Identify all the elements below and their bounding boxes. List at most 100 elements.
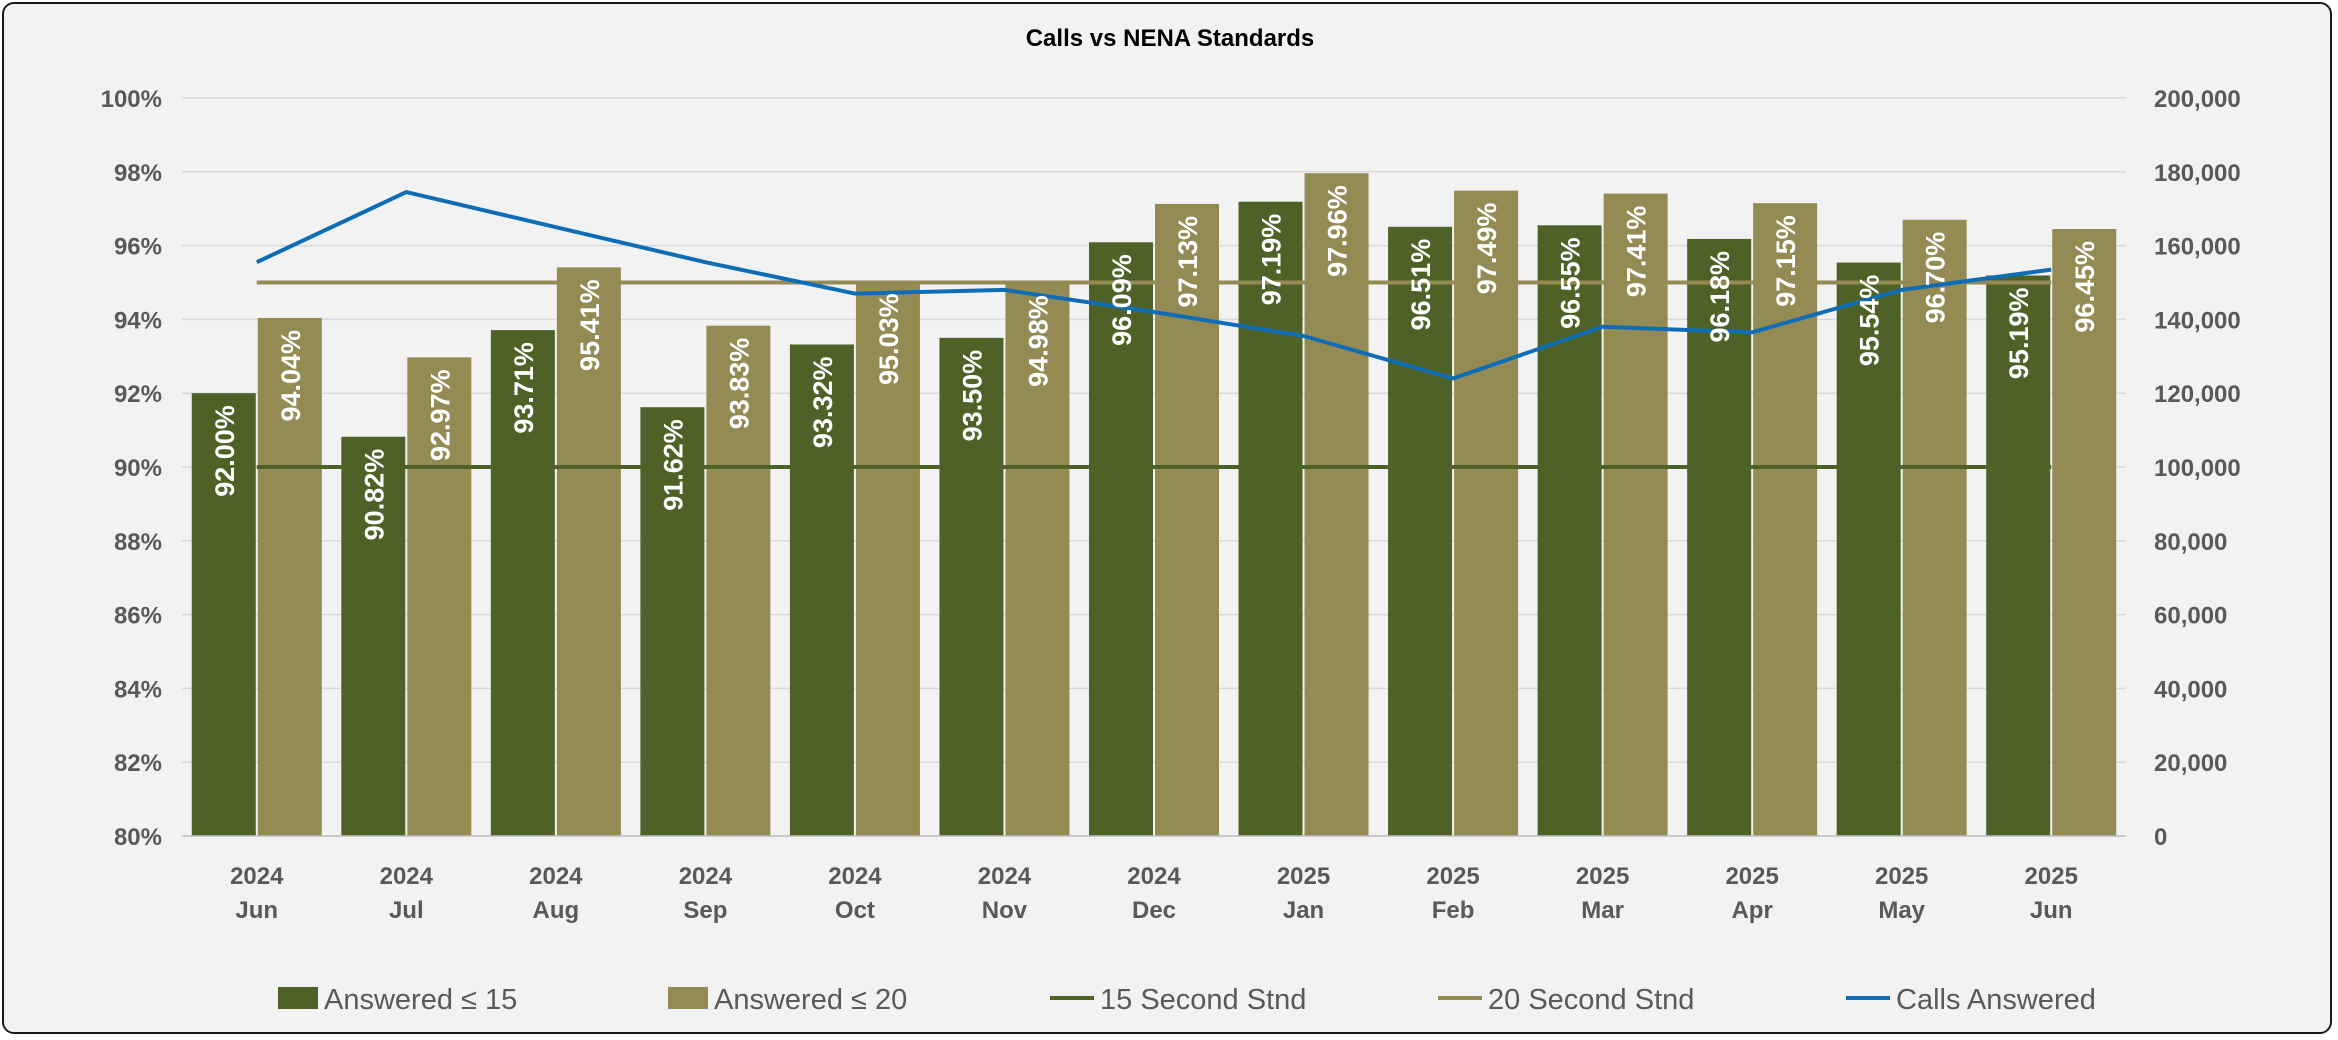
bar bbox=[1155, 203, 1219, 836]
y-left-tick-label: 82% bbox=[114, 750, 162, 777]
x-tick-label: 2025 bbox=[2025, 863, 2078, 890]
bar bbox=[556, 267, 621, 837]
data-label: 92.97% bbox=[425, 369, 455, 461]
y-left-tick-label: 98% bbox=[114, 160, 162, 187]
bars-layer bbox=[191, 173, 2117, 837]
data-label: 94.04% bbox=[276, 330, 306, 422]
data-label: 93.83% bbox=[724, 338, 754, 430]
x-tick-label: 2024 bbox=[828, 863, 882, 890]
bar bbox=[2052, 228, 2117, 836]
legend-label: 15 Second Stnd bbox=[1100, 984, 1306, 1016]
data-label: 97.49% bbox=[1472, 203, 1502, 295]
bar bbox=[1687, 238, 1752, 836]
labels-layer: 92.00% 90.82% 93.71% 91.62% 93.32% 93.50% 96.0… bbox=[210, 185, 2100, 540]
data-label: 95.54% bbox=[1855, 275, 1885, 367]
x-tick-label: May bbox=[1878, 897, 1925, 924]
y-right-tick-label: 60,000 bbox=[2154, 603, 2227, 630]
chart-title: Calls vs NENA Standards bbox=[1026, 25, 1315, 52]
y-left-tick-label: 100% bbox=[101, 86, 162, 113]
bar bbox=[1238, 201, 1303, 837]
bar bbox=[490, 330, 555, 836]
bar bbox=[640, 407, 705, 836]
data-label: 95.03% bbox=[874, 293, 904, 385]
bar bbox=[1753, 203, 1818, 837]
x-tick-label: Oct bbox=[835, 897, 875, 924]
y-left-tick-label: 88% bbox=[114, 529, 162, 556]
x-tick-label: Jan bbox=[1283, 897, 1324, 924]
y-right-tick-label: 0 bbox=[2154, 824, 2167, 851]
bar bbox=[407, 357, 472, 836]
data-label: 96.70% bbox=[1921, 232, 1951, 324]
y-left-tick-label: 86% bbox=[114, 603, 162, 630]
legend-swatch bbox=[668, 987, 708, 1009]
legend-label: 20 Second Stnd bbox=[1488, 984, 1694, 1016]
y-right-tick-label: 100,000 bbox=[2154, 455, 2241, 482]
x-tick-label: 2025 bbox=[1725, 863, 1778, 890]
y-right-tick-label: 140,000 bbox=[2154, 307, 2241, 334]
data-label: 93.32% bbox=[808, 356, 838, 448]
bar bbox=[341, 436, 406, 836]
bar bbox=[1603, 193, 1668, 837]
y-left-tick-label: 96% bbox=[114, 234, 162, 261]
bar bbox=[1454, 190, 1519, 836]
data-label: 90.82% bbox=[359, 449, 389, 541]
x-tick-label: Jul bbox=[389, 897, 424, 924]
x-tick-label: 2024 bbox=[529, 863, 583, 890]
x-tick-label: 2024 bbox=[679, 863, 733, 890]
x-tick-label: 2025 bbox=[1426, 863, 1479, 890]
data-label: 96.51% bbox=[1406, 239, 1436, 331]
y-right-tick-label: 20,000 bbox=[2154, 750, 2227, 777]
x-tick-label: 2025 bbox=[1875, 863, 1928, 890]
bar bbox=[789, 344, 854, 836]
y-right-tick-label: 40,000 bbox=[2154, 676, 2227, 703]
data-label: 95.19% bbox=[2004, 287, 2034, 379]
data-label: 94.98% bbox=[1023, 295, 1053, 387]
data-label: 93.71% bbox=[509, 342, 539, 434]
data-label: 93.50% bbox=[957, 350, 987, 442]
bar bbox=[855, 281, 920, 836]
bar bbox=[1005, 283, 1070, 836]
x-tick-label: Dec bbox=[1132, 897, 1176, 924]
legend-label: Answered ≤ 15 bbox=[324, 984, 517, 1016]
data-label: 96.45% bbox=[2070, 241, 2100, 333]
bar bbox=[939, 337, 1004, 836]
x-tick-label: Nov bbox=[982, 897, 1028, 924]
bar bbox=[706, 325, 771, 836]
y-right-tick-label: 200,000 bbox=[2154, 86, 2241, 113]
data-label: 91.62% bbox=[658, 419, 688, 511]
bar bbox=[1537, 225, 1602, 836]
x-tick-label: Jun bbox=[235, 897, 278, 924]
y-left-tick-label: 84% bbox=[114, 676, 162, 703]
bar bbox=[1089, 242, 1153, 837]
data-label: 97.13% bbox=[1173, 216, 1203, 308]
series-line bbox=[255, 190, 2052, 381]
lines-layer bbox=[255, 190, 2052, 469]
y-right-tick-label: 160,000 bbox=[2154, 234, 2241, 261]
data-label: 95.41% bbox=[575, 279, 605, 371]
data-label: 97.15% bbox=[1771, 215, 1801, 307]
x-tick-label: 2024 bbox=[978, 863, 1032, 890]
x-tick-label: 2025 bbox=[1576, 863, 1629, 890]
bar bbox=[257, 317, 322, 836]
bar bbox=[1836, 262, 1901, 837]
data-label: 97.96% bbox=[1323, 185, 1353, 277]
bar bbox=[1986, 275, 2051, 836]
x-tick-label: Mar bbox=[1581, 897, 1624, 924]
x-tick-label: Jun bbox=[2030, 897, 2073, 924]
data-label: 96.55% bbox=[1556, 237, 1586, 329]
legend-label: Calls Answered bbox=[1896, 984, 2096, 1016]
y-left-tick-label: 92% bbox=[114, 381, 162, 408]
y-right-tick-label: 180,000 bbox=[2154, 160, 2241, 187]
bar bbox=[1388, 226, 1453, 836]
x-tick-label: Feb bbox=[1432, 897, 1475, 924]
axis-layer: 80% 82% 84% 86% 88% 90% 92% 94% 96% 98% 100% 0 20,00… bbox=[101, 86, 2241, 924]
legend: Answered ≤ 15 Answered ≤ 20 15 Second Stnd… bbox=[278, 984, 2096, 1016]
x-tick-label: 2024 bbox=[230, 863, 284, 890]
bar bbox=[191, 393, 256, 836]
y-right-tick-label: 80,000 bbox=[2154, 529, 2227, 556]
y-left-tick-label: 94% bbox=[114, 307, 162, 334]
y-left-tick-label: 90% bbox=[114, 455, 162, 482]
y-left-tick-label: 80% bbox=[114, 824, 162, 851]
x-tick-label: 2024 bbox=[1127, 863, 1181, 890]
